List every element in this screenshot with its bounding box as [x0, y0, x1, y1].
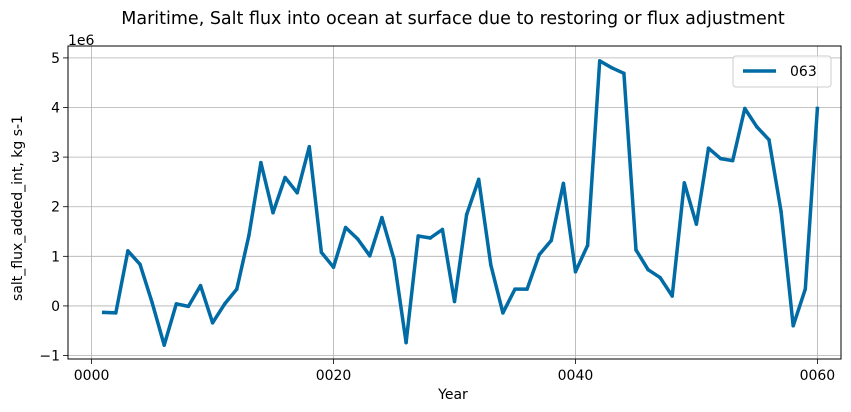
data-point [186, 304, 191, 309]
data-point [452, 299, 457, 304]
data-point [150, 300, 154, 305]
x-tick-label: 0060 [800, 368, 836, 384]
data-point [331, 265, 336, 269]
data-point [380, 215, 384, 220]
series-points-063 [101, 59, 820, 347]
data-point [585, 243, 590, 248]
y-tick-label: 2 [51, 200, 60, 216]
data-point [295, 191, 299, 195]
y-tick-label: 0 [51, 299, 60, 315]
data-point [694, 222, 699, 226]
legend: 063 [732, 55, 832, 88]
legend-label-063: 063 [790, 64, 817, 80]
y-tick-label: 5 [51, 51, 60, 67]
data-point [706, 146, 711, 150]
data-point [247, 233, 251, 238]
data-point [319, 250, 324, 255]
legend-box [732, 55, 832, 88]
data-point [597, 59, 602, 63]
chart-title: Maritime, Salt flux into ocean at surfac… [121, 9, 785, 29]
data-point [416, 234, 420, 238]
data-point [404, 340, 408, 345]
data-point [126, 249, 130, 253]
data-point [138, 262, 142, 267]
data-point [743, 106, 747, 111]
series-line-063 [101, 59, 820, 347]
data-point [271, 210, 275, 215]
x-tick-label: 0020 [316, 368, 352, 384]
data-point [392, 257, 396, 262]
data-point [791, 324, 795, 328]
x-tick-label: 0040 [558, 368, 594, 384]
data-point [210, 321, 215, 325]
data-point [476, 177, 481, 182]
data-point [561, 181, 566, 186]
x-axis-label: Year [437, 387, 468, 403]
data-point [489, 263, 493, 267]
data-point [718, 156, 723, 161]
data-point [114, 311, 118, 315]
y-axis-ticks: −1 0 1 2 3 4 5 [39, 51, 68, 365]
data-point [343, 225, 348, 230]
data-point [634, 248, 638, 252]
data-point [428, 236, 433, 240]
plot-frame [67, 45, 842, 360]
data-point [682, 181, 687, 185]
data-point [525, 287, 529, 291]
data-point [537, 253, 541, 257]
y-tick-label: 4 [51, 101, 60, 117]
y-tick-label: 1 [51, 249, 60, 265]
data-point [803, 287, 808, 291]
data-point [646, 267, 650, 272]
data-point [755, 125, 759, 129]
series-layer [101, 59, 820, 347]
x-axis-ticks: 0000 0020 0040 0060 [74, 359, 835, 384]
data-point [283, 175, 287, 180]
data-point [198, 283, 203, 288]
y-offset-label: 1e6 [68, 33, 95, 49]
x-tick-label: 0000 [74, 368, 110, 384]
data-point [779, 209, 783, 214]
data-point [355, 237, 360, 241]
data-point [501, 311, 505, 315]
y-tick-label: 3 [51, 150, 60, 166]
data-point [464, 212, 469, 217]
data-point [670, 294, 674, 298]
data-point [815, 106, 820, 111]
data-point [235, 287, 239, 291]
data-point [101, 310, 106, 315]
y-axis-label: salt_flux_added_int, kg s-1 [10, 115, 26, 301]
data-point [368, 254, 372, 258]
data-point [307, 144, 312, 149]
data-point [622, 71, 626, 76]
data-point [549, 238, 554, 243]
data-point [658, 275, 662, 280]
data-point [162, 343, 166, 347]
data-point [573, 269, 578, 274]
data-point [513, 287, 517, 291]
data-point [259, 160, 263, 165]
y-tick-label: −1 [39, 349, 60, 365]
grid-lines [68, 46, 841, 359]
data-point [174, 302, 179, 306]
data-point [222, 302, 227, 306]
data-point [767, 138, 771, 142]
data-point [730, 158, 735, 163]
data-point [610, 66, 614, 70]
data-point [440, 227, 445, 232]
